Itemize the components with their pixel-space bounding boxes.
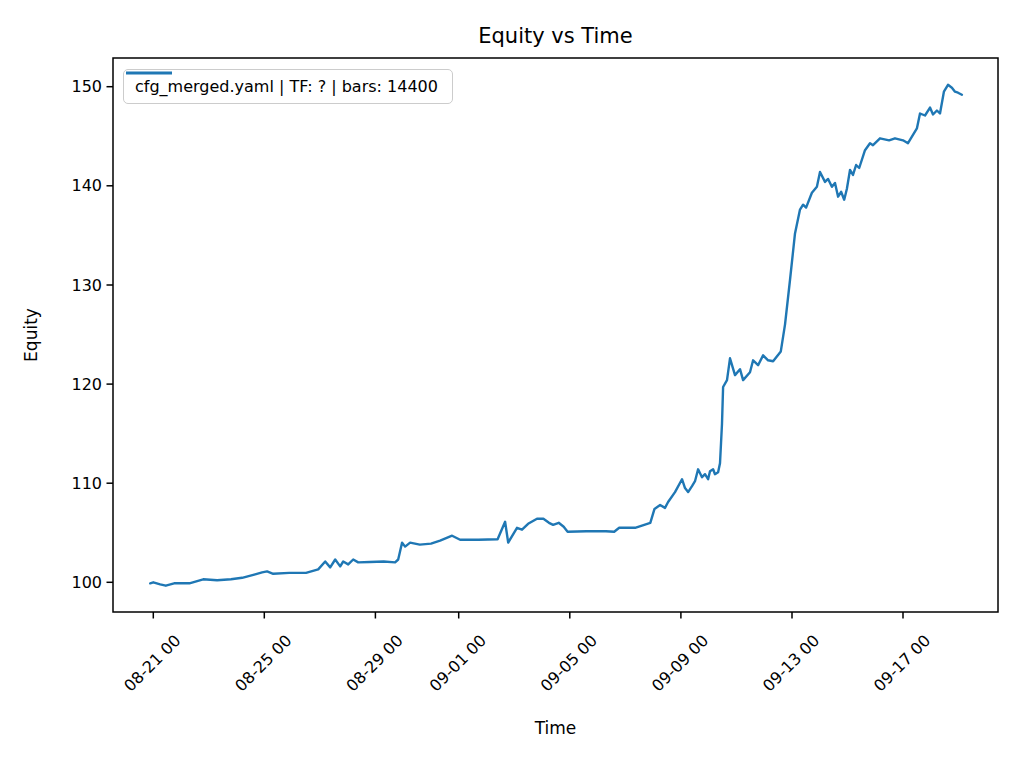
chart-title: Equity vs Time <box>113 24 998 48</box>
axes-spines <box>113 58 998 612</box>
y-tick-label: 150 <box>71 77 102 96</box>
y-tick-label: 100 <box>71 573 102 592</box>
x-tick-label: 09-09 00 <box>648 631 712 695</box>
plot-canvas: 100 110 120 130 140 150 08-21 00 08-25 00 08-29 … <box>0 0 1024 768</box>
legend-box: cfg_merged.yaml | TF: ? | bars: 14400 <box>123 69 453 104</box>
y-axis-label: Equity <box>21 308 41 362</box>
y-tick-label: 140 <box>71 176 102 195</box>
y-tick-label: 110 <box>71 474 102 493</box>
x-tick-label: 09-13 00 <box>759 631 823 695</box>
y-tick-label: 130 <box>71 276 102 295</box>
y-tick-label: 120 <box>71 375 102 394</box>
legend-label: cfg_merged.yaml | TF: ? | bars: 14400 <box>135 77 438 96</box>
matplotlib-figure: 100 110 120 130 140 150 08-21 00 08-25 00 08-29 … <box>0 0 1024 768</box>
x-tick-label: 08-25 00 <box>231 631 295 695</box>
equity-line-series <box>150 85 962 586</box>
x-tick-label: 09-17 00 <box>870 631 934 695</box>
x-axis-label: Time <box>113 718 998 738</box>
legend-line-sample <box>124 70 174 76</box>
x-tick-label: 08-21 00 <box>120 631 184 695</box>
x-tick-label: 09-05 00 <box>537 631 601 695</box>
x-tick-label: 08-29 00 <box>342 631 406 695</box>
x-tick-label: 09-01 00 <box>426 631 490 695</box>
